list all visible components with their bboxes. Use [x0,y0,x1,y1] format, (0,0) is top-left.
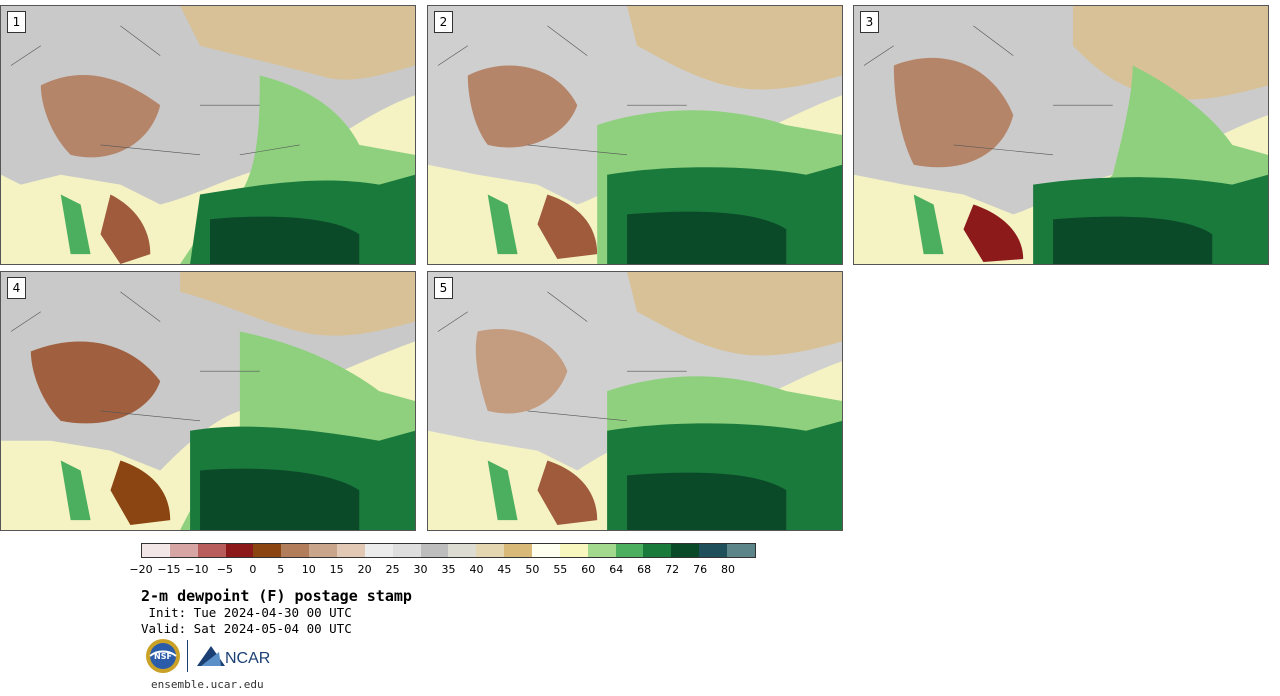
colorbar-tick-label: 80 [721,563,736,576]
colorbar-tick-label: 60 [581,563,596,576]
colorbar-tick-label: 10 [301,563,316,576]
colorbar-tick-label: 64 [609,563,624,576]
colorbar-tick-label: −15 [157,563,181,576]
colorbar-swatch [587,544,616,557]
map-panel-3: 3 [853,5,1269,265]
colorbar-swatch [309,544,338,557]
panel-number-1: 1 [7,11,26,33]
map-panel-5: 5 [427,271,843,531]
colorbar-tick-label: 45 [497,563,512,576]
footer-url: ensemble.ucar.edu [151,678,264,691]
colorbar-swatch [476,544,505,557]
colorbar-tick-label: −5 [216,563,233,576]
colorbar-tick-label: −20 [129,563,153,576]
panel-number-2: 2 [434,11,453,33]
dewpoint-map-4 [1,272,415,530]
colorbar-tick-label: 15 [329,563,344,576]
colorbar-swatch [727,544,755,557]
colorbar-swatch [197,544,226,557]
colorbar-tick-label: −10 [185,563,209,576]
colorbar-swatch [448,544,477,557]
colorbar-tick-label: 0 [249,563,257,576]
panel-number-3: 3 [860,11,879,33]
colorbar-swatch [281,544,310,557]
nsf-logo-text: NSF [154,652,172,661]
colorbar-swatch [169,544,198,557]
dewpoint-map-5 [428,272,842,530]
map-panel-1: 1 [0,5,416,265]
dewpoint-map-3 [854,6,1268,264]
colorbar-swatch [643,544,672,557]
panel-number-5: 5 [434,277,453,299]
colorbar-tick-label: 25 [385,563,400,576]
ncar-logo-text: NCAR [225,650,270,667]
colorbar-tick-label: 72 [665,563,680,576]
dewpoint-map-1 [1,6,415,264]
colorbar-tick-label: 5 [277,563,285,576]
colorbar-tick-label: 30 [413,563,428,576]
ncar-logo-icon: NCAR [197,646,270,667]
colorbar-tick-label: 40 [469,563,484,576]
colorbar-swatch [699,544,728,557]
colorbar-tick-label: 55 [553,563,568,576]
colorbar-swatch [420,544,449,557]
logo-divider [187,640,188,672]
colorbar-tick-label: 50 [525,563,540,576]
colorbar-tick-label: 35 [441,563,456,576]
map-panel-2: 2 [427,5,843,265]
nsf-logo-icon: NSF [146,639,180,673]
init-time: Init: Tue 2024-04-30 00 UTC [141,605,352,620]
page-title: 2-m dewpoint (F) postage stamp [141,587,412,605]
colorbar-swatch [559,544,588,557]
colorbar-tick-label: 68 [637,563,652,576]
colorbar-tick-label: 76 [693,563,708,576]
colorbar-swatch [504,544,533,557]
colorbar-swatch [253,544,282,557]
colorbar-swatch [142,544,170,557]
dewpoint-colorbar [141,543,756,558]
dewpoint-map-2 [428,6,842,264]
colorbar-swatch [337,544,365,557]
colorbar-swatch [532,544,560,557]
colorbar-tick-label: 20 [357,563,372,576]
colorbar-swatch [364,544,393,557]
colorbar-swatch [225,544,254,557]
colorbar-swatch [392,544,421,557]
valid-time: Valid: Sat 2024-05-04 00 UTC [141,621,352,636]
map-panel-4: 4 [0,271,416,531]
colorbar-swatch [615,544,644,557]
colorbar-swatch [671,544,700,557]
panel-number-4: 4 [7,277,26,299]
